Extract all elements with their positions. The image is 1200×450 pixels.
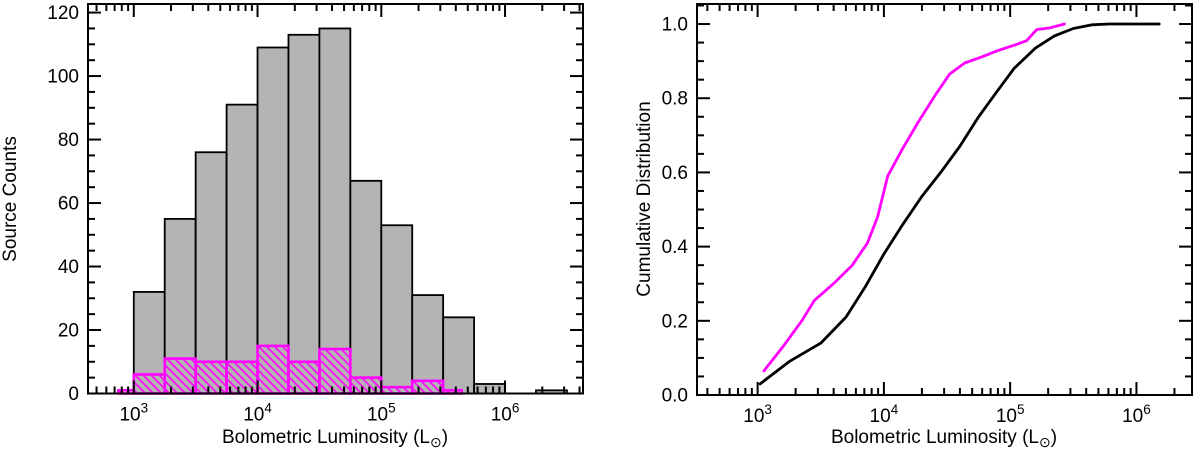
y-tick-label: 60	[58, 194, 79, 215]
x-tick-label: 105	[367, 401, 396, 426]
y-tick-label: 100	[47, 67, 79, 88]
y-tick-label: 1.0	[662, 15, 688, 36]
y-axis-label: Cumulative Distribution	[634, 101, 655, 296]
histogram-panel: 103 104 105 106 0 20 40 60 80 100 120 Bolometric L…	[0, 3, 584, 450]
plot-frame	[87, 3, 584, 395]
x-tick-label: 103	[119, 401, 148, 426]
x-axis-label: Bolometric Luminosity (L⊙)	[222, 427, 448, 450]
subset-histogram-bar	[132, 373, 167, 395]
y-tick-label: 120	[47, 3, 79, 24]
y-axis-label: Source Counts	[0, 136, 21, 262]
cdf-panel: 103 104 105 106 0.0 0.2 0.4 0.6 0.8 1.0 Bolometri…	[634, 3, 1193, 450]
x-tick-label: 106	[1122, 402, 1151, 427]
x-tick-label: 106	[491, 401, 520, 426]
all-sources-histogram-bar	[442, 316, 476, 395]
x-tick-label: 105	[996, 402, 1025, 427]
all-sources-histogram-bar	[287, 33, 321, 395]
x-tick-label: 104	[870, 402, 899, 427]
subset-histogram-bar	[349, 376, 383, 395]
subset-histogram-bar	[287, 360, 321, 395]
cdf-axes: 103 104 105 106 0.0 0.2 0.4 0.6 0.8 1.0	[662, 3, 1193, 427]
plot-frame	[696, 3, 1193, 396]
all-sources-histogram-bar	[349, 179, 383, 395]
y-tick-label: 0.2	[662, 311, 688, 332]
x-axis-label: Bolometric Luminosity (L⊙)	[831, 427, 1057, 450]
all-sources-cdf-curve	[758, 22, 1161, 386]
cdf-marks	[758, 22, 1161, 386]
subset-histogram-bar	[194, 360, 228, 395]
y-tick-label: 0.0	[662, 386, 688, 407]
all-sources-histogram-bar	[256, 46, 290, 395]
subset-cdf-curve	[762, 22, 1066, 373]
y-tick-label: 0.8	[662, 89, 688, 110]
subset-histogram-bar	[410, 379, 445, 395]
histogram-marks	[117, 27, 568, 395]
subset-histogram-bar	[318, 347, 352, 395]
y-tick-label: 40	[58, 257, 79, 278]
x-tick-label: 104	[243, 401, 272, 426]
all-sources-histogram-bar	[318, 27, 352, 395]
subset-histogram-bar	[256, 344, 290, 395]
x-tick-label: 103	[743, 402, 772, 427]
subset-histogram-bar	[163, 357, 197, 395]
y-tick-label: 0.6	[662, 163, 688, 184]
all-sources-histogram-bar	[473, 383, 506, 395]
subset-histogram-bar	[225, 360, 259, 395]
all-sources-histogram-bar	[411, 294, 445, 395]
all-sources-histogram-bar	[225, 103, 259, 395]
y-tick-label: 0	[68, 384, 79, 405]
all-sources-histogram-bar	[194, 151, 228, 395]
y-tick-label: 80	[58, 130, 79, 151]
y-tick-label: 0.4	[662, 237, 689, 258]
all-sources-histogram-bar	[380, 224, 414, 395]
y-tick-label: 20	[58, 321, 79, 342]
